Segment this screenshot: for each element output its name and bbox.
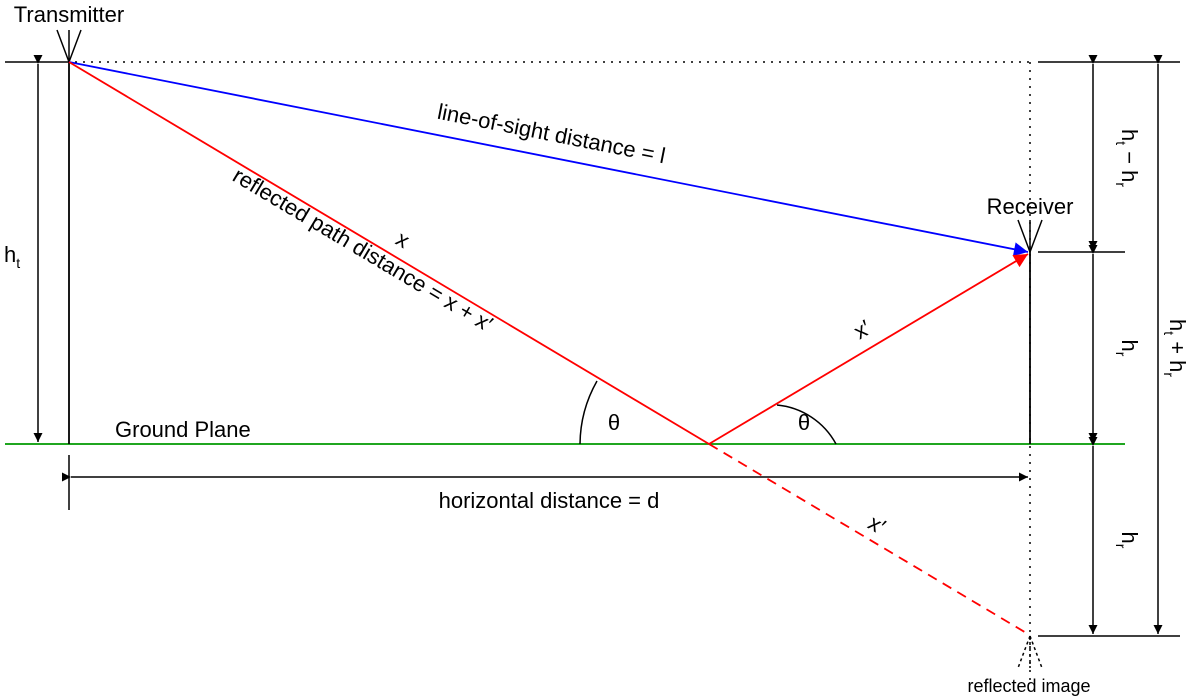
angle-arc-left [579,380,598,445]
x-label: x [392,226,414,253]
receiver-antenna-icon [1017,219,1043,253]
ground-plane-label: Ground Plane [115,417,251,442]
transmitter-antenna-icon [56,29,82,63]
reflected-image-label: reflected image [967,676,1090,696]
ht-minus-hr-label: ht − hr [1113,129,1142,187]
hr-lower-label: hr [1113,532,1142,549]
horizontal-distance-label: horizontal distance = d [439,488,660,513]
reflected-image-dashed-ray [708,443,1029,635]
angle-arc-right [776,404,837,445]
receiver-label: Receiver [987,194,1074,219]
line-of-sight-ray [68,61,1029,257]
x-prime-upper-label: x′ [849,315,875,344]
x-prime-lower-label: x′ [864,510,890,539]
hr-upper-label: hr [1113,340,1142,357]
transmitter-label: Transmitter [14,2,124,27]
ht-label: ht [4,242,20,271]
reflected-image-antenna-icon [1017,635,1043,669]
theta-left-label: θ [608,410,620,435]
ht-plus-hr-label: ht + hr [1161,319,1190,377]
reflected-incident-ray [68,61,710,445]
theta-right-label: θ [798,410,810,435]
reflected-outgoing-ray [708,253,1029,445]
reflected-path-label: reflected path distance = x + x′ [229,163,497,337]
